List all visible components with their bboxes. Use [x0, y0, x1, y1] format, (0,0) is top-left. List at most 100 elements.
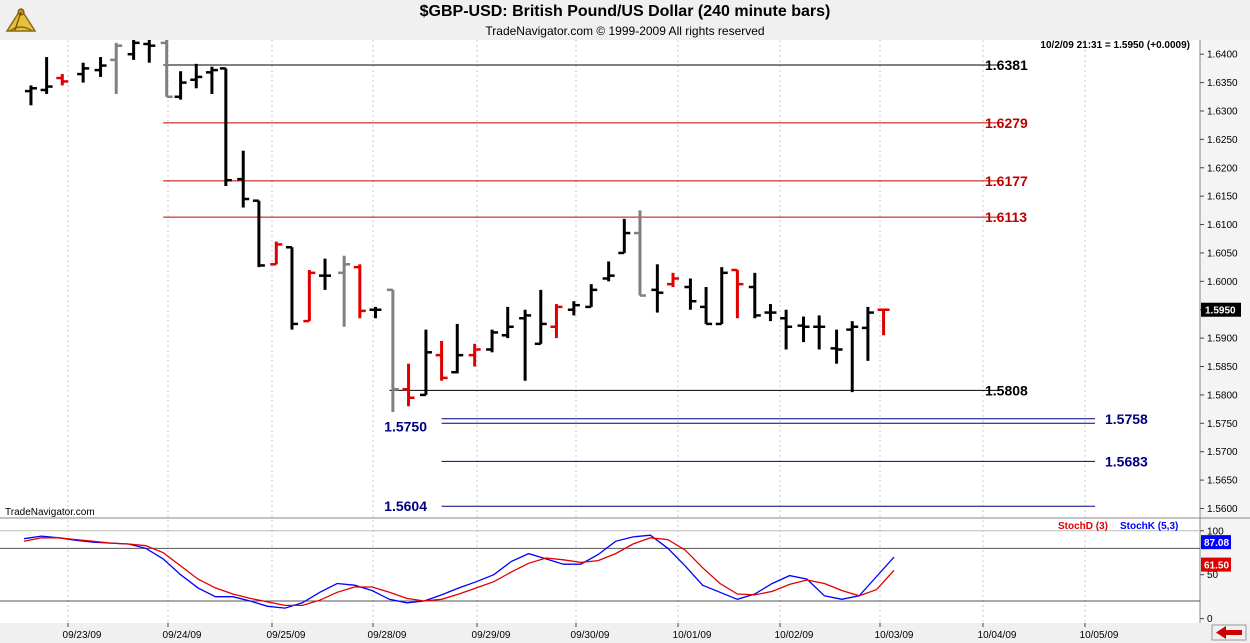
level-label: 1.5683: [1105, 453, 1148, 469]
x-tick-label: 10/04/09: [978, 630, 1017, 641]
stoch-d-legend: StochD (3): [1058, 521, 1108, 532]
ohlc-bar: [237, 150, 250, 208]
ohlc-bar: [190, 63, 203, 89]
last-quote-text: 10/2/09 21:31 = 1.5950 (+0.0009): [1040, 40, 1190, 51]
level-label: 1.5604: [384, 498, 427, 514]
price-chart[interactable]: 09/23/09 09/24/09 09/25/09 09/28/09 09/29/09…: [0, 40, 1250, 643]
ohlc-bar: [877, 308, 890, 336]
x-tick-label: 09/25/09: [267, 630, 306, 641]
stoch-k-tag: [1201, 535, 1231, 550]
stoch-k-value: 87.08: [1204, 538, 1229, 549]
ohlc-bar: [550, 304, 563, 339]
ohlc-bar: [419, 329, 432, 397]
y-tick-label: 1.6150: [1207, 192, 1238, 203]
x-tick-label: 09/23/09: [63, 630, 102, 641]
ohlc-bar: [764, 304, 777, 322]
y-tick-label: 1.6200: [1207, 163, 1238, 174]
y-tick-label: 1.5850: [1207, 362, 1238, 373]
level-label: 1.5758: [1105, 411, 1148, 427]
x-tick-label: 09/29/09: [472, 630, 511, 641]
stoch-d-tag: [1201, 557, 1231, 572]
left-arrow-icon[interactable]: [1211, 624, 1247, 641]
y-tick-label: 1.5700: [1207, 447, 1238, 458]
ohlc-bar: [633, 210, 646, 297]
stoch-d-value: 61.50: [1204, 561, 1229, 572]
level-label: 1.6381: [985, 57, 1028, 73]
ohlc-bar: [534, 289, 547, 346]
ohlc-bar: [861, 306, 874, 361]
ohlc-bar: [386, 288, 399, 412]
x-tick-label: 09/24/09: [163, 630, 202, 641]
stoch-y-tick-label: 100: [1207, 526, 1224, 537]
level-label: 1.5808: [985, 382, 1028, 398]
ohlc-bar: [486, 329, 499, 353]
y-tick-label: 1.5800: [1207, 390, 1238, 401]
ohlc-bar: [618, 218, 631, 255]
stoch-y-tick-label: 50: [1207, 570, 1219, 581]
y-tick-label: 1.6400: [1207, 50, 1238, 61]
ohlc-bar: [174, 71, 187, 100]
last-price-text: 1.5950: [1205, 306, 1236, 317]
ohlc-bar: [319, 258, 332, 290]
ohlc-bar: [797, 316, 810, 343]
ohlc-bar: [402, 363, 415, 407]
x-tick-label: 10/03/09: [875, 630, 914, 641]
x-tick-label: 10/01/09: [673, 630, 712, 641]
ohlc-bar: [353, 264, 366, 319]
ohlc-bar: [110, 42, 123, 94]
ohlc-bar: [585, 284, 598, 309]
ohlc-bar: [160, 40, 173, 99]
ohlc-bar: [813, 315, 826, 350]
ohlc-bar: [219, 67, 232, 186]
left-arrow-shape: [1216, 626, 1242, 639]
level-label: 1.5750: [384, 418, 427, 434]
ohlc-bar: [451, 323, 464, 374]
ohlc-bar: [684, 278, 697, 310]
y-tick-label: 1.6050: [1207, 248, 1238, 259]
ohlc-bar: [285, 246, 298, 330]
ohlc-bar: [468, 343, 481, 367]
ohlc-bar: [715, 267, 728, 326]
ohlc-bar: [501, 306, 514, 339]
x-axis-panel: [0, 623, 1250, 643]
level-label: 1.6279: [985, 115, 1028, 131]
ohlc-bar: [748, 272, 761, 319]
level-label: 1.6113: [985, 209, 1027, 225]
chart-background: [0, 40, 1250, 643]
y-tick-label: 1.5650: [1207, 476, 1238, 487]
ohlc-bar: [651, 264, 664, 313]
chart-title: $GBP-USD: British Pound/US Dollar (240 m…: [419, 3, 831, 20]
ohlc-bar: [24, 85, 37, 106]
y-tick-label: 1.6100: [1207, 220, 1238, 231]
ohlc-bar: [700, 287, 713, 326]
y-tick-label: 1.5900: [1207, 334, 1238, 345]
ohlc-bar: [567, 301, 580, 316]
y-tick-label: 1.5600: [1207, 504, 1238, 515]
ohlc-bar: [205, 66, 218, 94]
stoch-k-line: [23, 534, 895, 609]
ohlc-bar: [94, 57, 107, 77]
ohlc-bar: [519, 309, 532, 381]
x-tick-label: 10/02/09: [775, 630, 814, 641]
ohlc-bar: [127, 40, 140, 60]
ohlc-bar: [40, 57, 53, 94]
ohlc-bar: [846, 321, 859, 393]
ohlc-bar: [303, 269, 316, 323]
ohlc-bar: [780, 309, 793, 350]
ohlc-bar: [602, 261, 615, 282]
watermark-text: TradeNavigator.com: [5, 507, 95, 518]
ohlc-bar: [338, 255, 351, 327]
y-tick-label: 1.6000: [1207, 277, 1238, 288]
sextant-logo-icon: [5, 7, 37, 32]
stoch-d-line: [23, 537, 895, 607]
ohlc-bar: [252, 199, 265, 268]
ohlc-bar: [77, 62, 90, 83]
ohlc-bar: [731, 268, 744, 319]
y-tick-label: 1.5750: [1207, 419, 1238, 430]
y-tick-label: 1.6300: [1207, 106, 1238, 117]
ohlc-bar: [270, 241, 283, 266]
x-tick-label: 09/28/09: [368, 630, 407, 641]
ohlc-bar: [830, 329, 843, 364]
ohlc-bar: [143, 40, 156, 63]
x-tick-label: 09/30/09: [571, 630, 610, 641]
